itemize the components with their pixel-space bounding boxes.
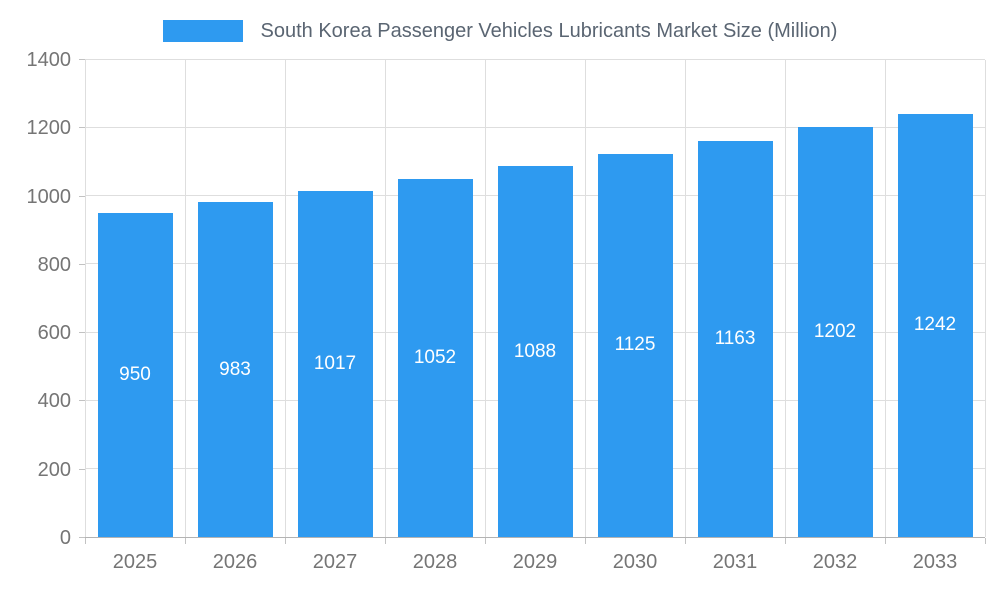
bar-value-label: 1088 xyxy=(513,340,557,362)
v-gridline xyxy=(285,60,286,537)
chart-title: South Korea Passenger Vehicles Lubricant… xyxy=(260,19,838,42)
y-tick-label: 0 xyxy=(59,527,71,549)
bar-2031: 1163 xyxy=(697,140,773,537)
y-tick-label: 200 xyxy=(37,458,71,481)
x-tickmark xyxy=(885,538,886,544)
plot-area: 950 983 1017 1052 1088 1125 1163 1202 1242 xyxy=(85,59,986,544)
v-gridline xyxy=(185,60,186,537)
y-tick-label: 600 xyxy=(37,322,71,345)
x-tick-label: 2027 xyxy=(312,551,358,573)
plot-wrap: 0 200 400 600 800 1000 1200 1400 950 983 1017 1052… xyxy=(0,50,1000,548)
x-tick-label: 2031 xyxy=(712,551,758,573)
v-gridline xyxy=(485,60,486,537)
x-tickmark xyxy=(985,538,986,544)
bar-2029: 1088 xyxy=(497,166,573,537)
bar-2027: 1017 xyxy=(297,190,373,537)
y-tick-label: 800 xyxy=(37,253,71,276)
x-tickmark xyxy=(585,538,586,544)
v-gridline xyxy=(684,60,686,537)
x-tick-label: 2030 xyxy=(612,551,658,573)
bar-cell: 950 xyxy=(85,60,185,537)
h-gridline xyxy=(85,127,985,129)
x-tickmark xyxy=(285,538,286,544)
y-tick-label: 1000 xyxy=(26,185,72,208)
x-tickmark xyxy=(684,538,686,544)
bar-value-label: 1202 xyxy=(813,321,857,343)
legend-swatch xyxy=(162,20,243,42)
bar-2033: 1242 xyxy=(897,113,973,537)
bar-2025: 950 xyxy=(97,213,173,537)
v-gridline xyxy=(885,60,886,537)
bar-cell: 1017 xyxy=(285,60,385,537)
x-tickmark xyxy=(185,538,186,544)
y-tickmark xyxy=(79,537,85,538)
y-tick-label: 1400 xyxy=(26,49,72,71)
x-tickmark xyxy=(85,538,86,544)
bar-cell: 1163 xyxy=(685,60,785,537)
bar-cell: 1242 xyxy=(885,60,985,537)
v-gridline xyxy=(85,60,86,537)
bar-2026: 983 xyxy=(197,202,273,537)
bar-cell: 1125 xyxy=(585,60,685,537)
y-tickmark xyxy=(79,400,85,402)
x-tick-label: 2033 xyxy=(912,551,958,573)
y-axis: 0 200 400 600 800 1000 1200 1400 xyxy=(0,50,85,548)
bar-value-label: 1242 xyxy=(913,314,957,336)
x-tick-label: 2029 xyxy=(512,551,558,573)
bar-cell: 983 xyxy=(185,60,285,537)
x-tickmark xyxy=(785,538,786,544)
x-tick-label: 2028 xyxy=(412,551,458,573)
x-tick-label: 2026 xyxy=(212,551,258,573)
bar-value-label: 983 xyxy=(219,358,251,380)
bar-2028: 1052 xyxy=(397,178,473,537)
y-tick-label: 1200 xyxy=(26,117,72,140)
bar-cell: 1052 xyxy=(385,60,485,537)
bar-2030: 1125 xyxy=(597,153,673,537)
x-axis: 2025 2026 2027 2028 2029 2030 2031 2032 2033 xyxy=(85,538,1000,584)
y-tickmark xyxy=(79,468,85,470)
bar-value-label: 950 xyxy=(119,364,151,386)
chart-legend: South Korea Passenger Vehicles Lubricant… xyxy=(0,14,1000,48)
y-tickmark xyxy=(79,127,85,129)
y-tickmark xyxy=(79,332,85,334)
y-tick-label: 400 xyxy=(37,390,71,413)
bar-cell: 1088 xyxy=(485,60,585,537)
y-tickmark xyxy=(79,59,85,60)
v-gridline xyxy=(384,60,386,537)
v-gridline xyxy=(585,60,586,537)
bar-value-label: 1052 xyxy=(413,346,457,368)
h-gridline xyxy=(85,59,985,60)
bar-cell: 1202 xyxy=(785,60,885,537)
x-tickmark xyxy=(485,538,486,544)
bar-value-label: 1017 xyxy=(313,352,357,374)
y-tickmark xyxy=(79,195,85,197)
x-tickmark xyxy=(384,538,386,544)
y-tickmark xyxy=(79,263,85,265)
x-tick-label: 2032 xyxy=(812,551,858,573)
v-gridline xyxy=(785,60,786,537)
bar-2032: 1202 xyxy=(797,127,873,537)
bar-value-label: 1163 xyxy=(714,327,756,349)
bar-value-label: 1125 xyxy=(614,334,656,356)
x-tick-label: 2025 xyxy=(112,551,158,573)
v-gridline xyxy=(985,60,986,537)
